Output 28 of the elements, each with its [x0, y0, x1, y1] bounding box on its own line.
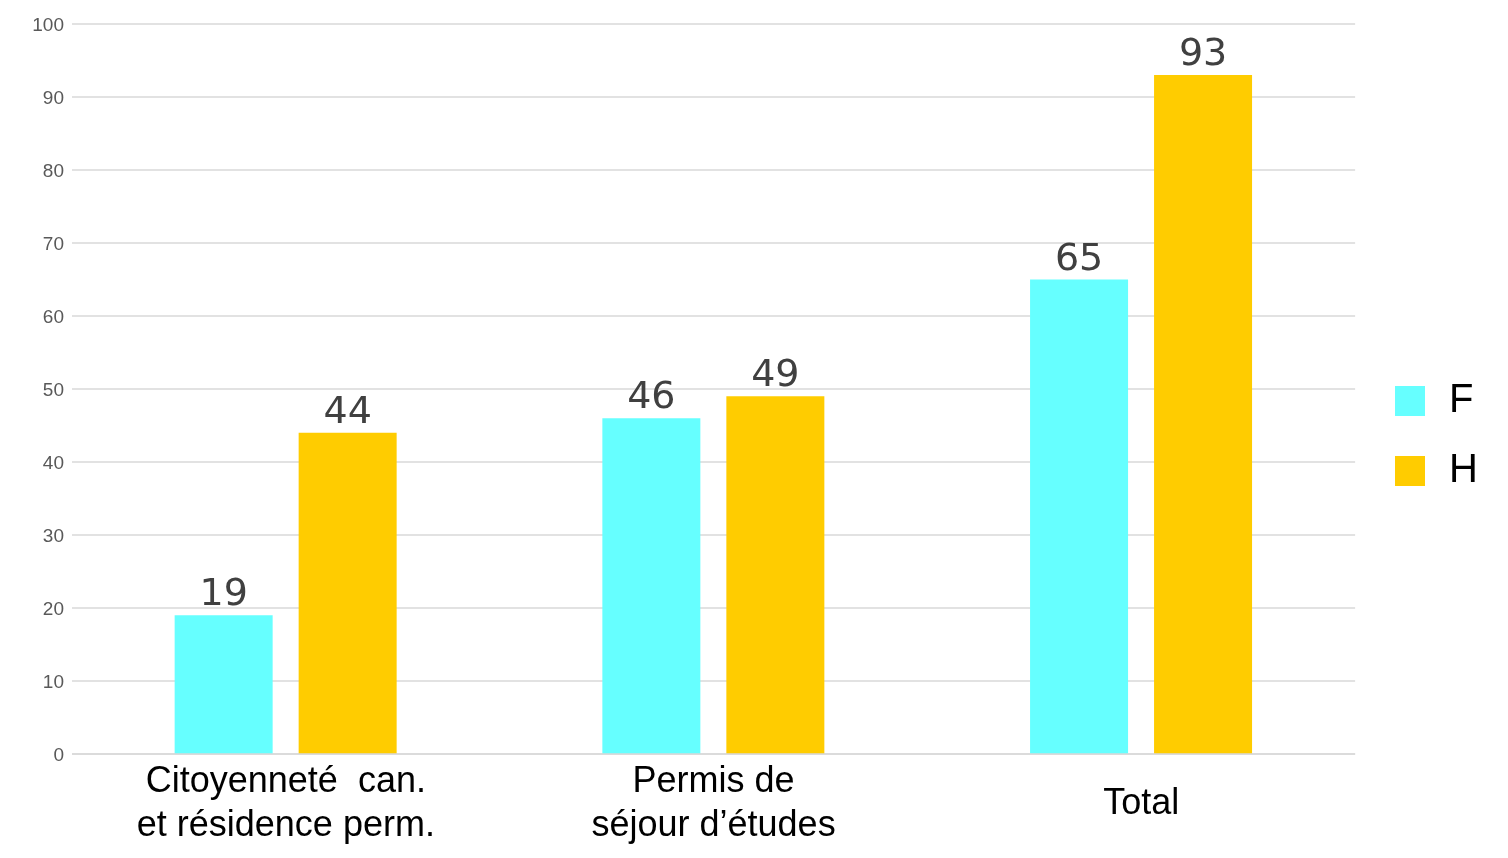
bar — [726, 396, 825, 754]
y-tick-label: 50 — [42, 378, 64, 400]
y-tick-label: 20 — [42, 597, 64, 619]
data-label: 44 — [323, 387, 372, 432]
x-tick-label: Permis de séjour d’études — [591, 759, 836, 844]
y-tick-label: 30 — [42, 524, 64, 546]
legend-label: F — [1449, 376, 1474, 420]
bar — [174, 615, 273, 754]
y-tick-label: 40 — [42, 451, 64, 473]
y-tick-label: 80 — [42, 159, 64, 181]
data-label: 19 — [199, 570, 248, 615]
y-tick-label: 70 — [42, 232, 64, 254]
bar — [1154, 75, 1253, 754]
data-label: 49 — [751, 351, 800, 396]
y-tick-label: 0 — [53, 743, 64, 765]
x-tick-label: Citoyenneté can. et résidence perm. — [136, 759, 435, 844]
y-tick-label: 10 — [42, 670, 64, 692]
y-tick-label: 60 — [42, 305, 64, 327]
data-label: 65 — [1054, 234, 1104, 279]
x-tick-label: Total — [1103, 781, 1180, 822]
bar — [602, 418, 701, 754]
data-label: 93 — [1178, 30, 1228, 75]
data-label: 46 — [627, 373, 676, 418]
legend-label: H — [1449, 446, 1478, 490]
bar — [1030, 279, 1129, 754]
y-tick-label: 100 — [32, 13, 64, 35]
bar — [298, 432, 397, 754]
y-tick-label: 90 — [42, 86, 64, 108]
